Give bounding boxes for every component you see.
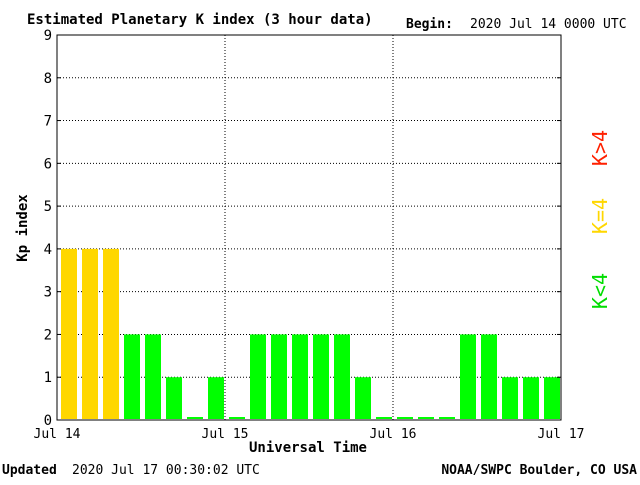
kp-bar — [166, 377, 182, 419]
kp-bar — [103, 248, 119, 419]
kp-bar — [250, 334, 266, 419]
grid-lines — [57, 34, 561, 420]
kp-bar — [355, 377, 371, 419]
y-tick-label: 6 — [44, 156, 52, 172]
y-tick-label: 7 — [44, 114, 52, 130]
x-tick-label: Jul 16 — [370, 427, 417, 442]
kp-bar — [145, 334, 161, 419]
y-tick-label: 9 — [44, 28, 52, 44]
y-tick-labels: 0 1 2 3 4 5 6 7 8 9 — [44, 28, 561, 429]
y-tick-label: 5 — [44, 199, 52, 215]
legend-k-less-4: K<4 — [588, 273, 612, 309]
x-tick-label: Jul 17 — [538, 427, 585, 442]
y-tick-label: 1 — [44, 370, 52, 386]
kp-bar — [376, 417, 392, 419]
x-tick-labels: Jul 14 Jul 15 Jul 16 Jul 17 — [34, 427, 585, 442]
kp-bar — [82, 248, 98, 419]
y-axis-label: Kp index — [15, 194, 31, 262]
kp-bar — [439, 417, 455, 419]
y-tick-label: 8 — [44, 71, 52, 87]
x-axis-label: Universal Time — [249, 440, 367, 456]
kp-bar — [397, 417, 413, 419]
kp-bar — [292, 334, 308, 419]
kp-bar — [460, 334, 476, 419]
kp-bar — [334, 334, 350, 419]
x-tick-label: Jul 14 — [34, 427, 81, 442]
kp-bar — [418, 417, 434, 419]
y-tick-label: 0 — [44, 413, 52, 429]
y-tick-label: 4 — [44, 242, 52, 258]
source-credit: NOAA/SWPC Boulder, CO USA — [441, 463, 637, 478]
kp-bar — [523, 377, 539, 419]
legend-k-equal-4: K=4 — [588, 198, 612, 234]
kp-bar — [187, 417, 203, 419]
chart-title: Estimated Planetary K index (3 hour data… — [27, 12, 373, 28]
kp-bar — [481, 334, 497, 419]
kp-bar — [61, 248, 77, 419]
kp-bar — [124, 334, 140, 419]
begin-value: 2020 Jul 14 0000 UTC — [470, 17, 627, 32]
kp-bar — [229, 417, 245, 419]
y-tick-label: 3 — [44, 285, 52, 301]
legend-k-greater-4: K>4 — [588, 130, 612, 166]
kp-bar — [271, 334, 287, 419]
kp-bars — [61, 248, 560, 419]
y-tick-label: 2 — [44, 327, 52, 343]
kp-bar — [313, 334, 329, 419]
begin-label: Begin: — [406, 17, 453, 32]
updated-label: Updated — [2, 463, 57, 478]
updated-value: 2020 Jul 17 00:30:02 UTC — [72, 463, 260, 478]
x-tick-label: Jul 15 — [202, 427, 249, 442]
kp-bar — [502, 377, 518, 419]
kp-bar — [208, 377, 224, 419]
kp-bar — [544, 377, 560, 419]
